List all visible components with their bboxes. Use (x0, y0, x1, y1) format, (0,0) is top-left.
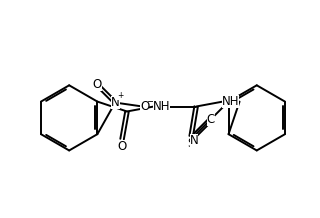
Text: O: O (140, 100, 149, 113)
Text: N: N (190, 134, 198, 146)
Text: O: O (117, 140, 127, 153)
Text: NH: NH (222, 95, 239, 108)
Text: −: − (147, 97, 156, 107)
Text: S: S (188, 136, 195, 150)
Text: C: C (207, 113, 215, 126)
Text: O: O (93, 78, 102, 91)
Text: +: + (117, 91, 123, 100)
Text: NH: NH (153, 100, 170, 113)
Text: N: N (111, 96, 120, 109)
